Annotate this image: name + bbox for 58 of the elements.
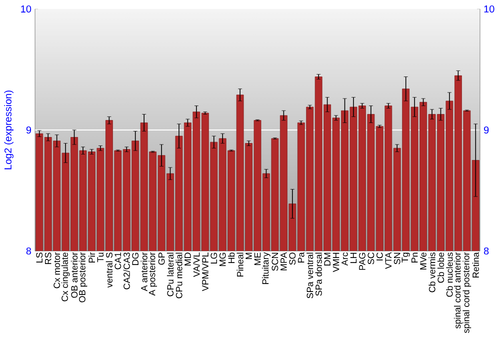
x-tick-label: Pineal (236, 252, 244, 276)
x-tick-label: Tg (402, 252, 410, 262)
x-tick-label: VA/VL (193, 252, 200, 277)
x-tick-label: SN (394, 252, 400, 264)
x-tick-label: OB posterior (78, 252, 88, 302)
x-tick-label: Cb lobe (437, 252, 444, 283)
x-tick-label: SC (368, 252, 374, 264)
x-tick-label: CA1 (114, 252, 122, 270)
x-tick-label: Pa (298, 252, 304, 262)
y-tick-label: 9 (26, 126, 32, 134)
x-tick-label: RS (44, 252, 52, 264)
x-tick-label: A anterior (140, 252, 148, 292)
x-tick-label: ventral S (106, 252, 112, 288)
x-tick-label: SCN (272, 252, 278, 271)
x-tick-label: PAG (359, 252, 366, 270)
y2-tick-label: 10 (484, 5, 494, 13)
x-tick-label: Pir (88, 252, 95, 262)
x-tick-label: spinal cord anterior (454, 252, 462, 328)
x-tick-label: SPa dorsal (315, 252, 322, 296)
x-tick-label: VTA (385, 252, 392, 269)
x-tick-label: Tu (97, 252, 104, 262)
x-tick-label: Cb vermis (428, 252, 436, 292)
y2-tick-label: 8 (484, 247, 489, 255)
x-tick-label: VPM/VPL (202, 252, 208, 292)
x-tick-label: IC (376, 252, 383, 260)
x-tick-label: MPA (280, 252, 287, 270)
x-tick-label: MG (219, 252, 226, 266)
x-tick-label: CA2/CA3 (123, 252, 130, 290)
x-tick-label: OB anterior (70, 252, 78, 298)
x-tick-label: M (246, 252, 252, 259)
x-tick-label: Pituitary (262, 252, 270, 284)
x-tick-label: LS (36, 252, 43, 262)
x-tick-label: Cb nucleus (446, 252, 453, 297)
x-tick-label: LG (210, 252, 218, 264)
y-tick-label: 10 (21, 5, 32, 13)
x-tick-label: ME (254, 252, 261, 265)
x-tick-label: spinal cord posterior (462, 252, 472, 333)
x-tick-label: CPu lateral (166, 252, 174, 296)
x-tick-label: SO (289, 252, 296, 265)
x-tick-label: Arc (342, 252, 348, 266)
x-tick-label: A posterior (148, 252, 157, 296)
y2-tick-label: 9 (484, 126, 489, 134)
x-tick-label: Cx motor (54, 252, 60, 288)
x-tick-label: LH (350, 252, 357, 263)
x-tick-label: GP (158, 252, 165, 265)
y-axis-title: Log2 (expression) (4, 90, 14, 170)
x-tick-label: Retina (472, 252, 479, 278)
x-tick-label: VMH (332, 252, 340, 272)
x-tick-label: Hb (228, 252, 235, 263)
x-tick-label: DG (132, 252, 139, 265)
x-tick-label: MVe (420, 252, 426, 270)
x-tick-label: CPu medial (176, 252, 182, 298)
x-tick-label: MD (184, 252, 191, 266)
x-tick-label: SPa ventral (306, 252, 314, 298)
x-tick-label: Pn (411, 252, 418, 262)
x-tick-label: DM (324, 252, 330, 266)
y-tick-label: 8 (26, 247, 32, 255)
x-tick-label: Cx cingulate (61, 252, 70, 302)
